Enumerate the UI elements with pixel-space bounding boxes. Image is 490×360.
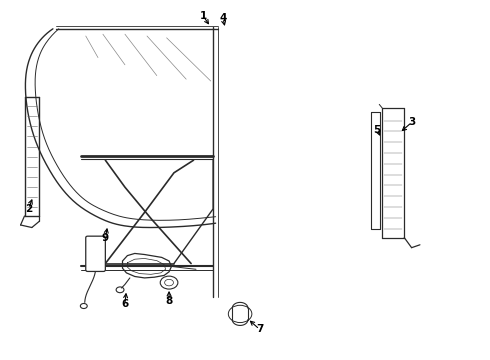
Text: 2: 2 bbox=[25, 204, 32, 214]
Text: 5: 5 bbox=[374, 125, 381, 135]
Text: 6: 6 bbox=[122, 299, 128, 309]
Text: 9: 9 bbox=[102, 233, 109, 243]
Text: 1: 1 bbox=[200, 11, 207, 21]
Text: 4: 4 bbox=[219, 13, 227, 23]
Text: 8: 8 bbox=[166, 296, 172, 306]
Text: 3: 3 bbox=[408, 117, 415, 127]
FancyBboxPatch shape bbox=[86, 236, 105, 271]
Text: 7: 7 bbox=[256, 324, 264, 334]
